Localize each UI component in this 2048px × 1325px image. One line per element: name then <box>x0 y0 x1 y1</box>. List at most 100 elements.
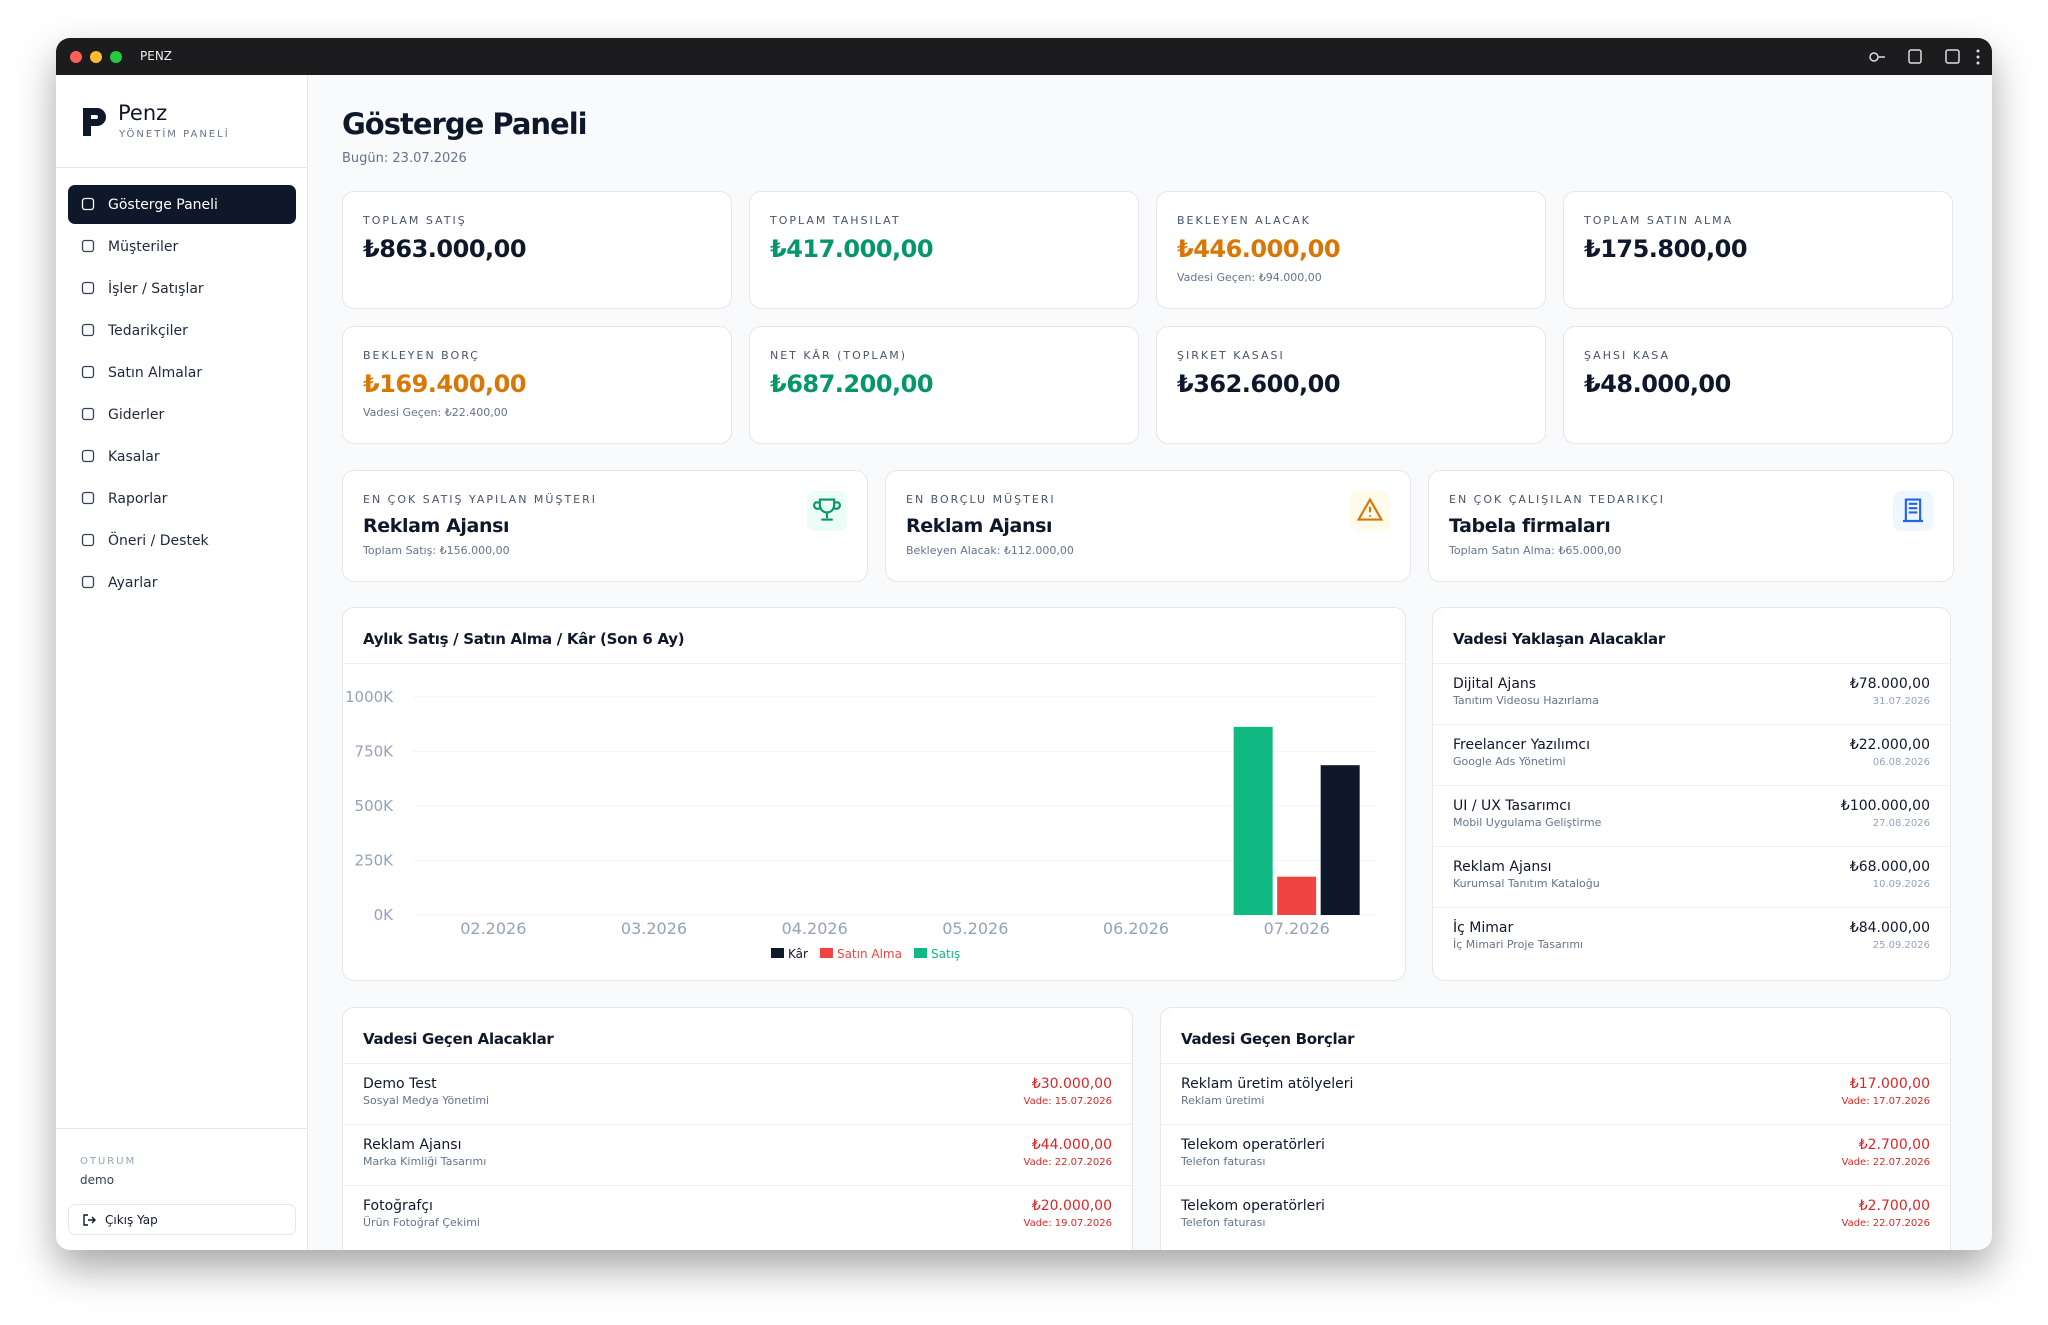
row-date: Vade: 17.07.2026 <box>1841 1096 1931 1107</box>
row-amount: ₺100.000,00 <box>1840 798 1930 814</box>
list-row[interactable]: İç Mimar İç Mimari Proje Tasarımı ₺84.000,… <box>1433 908 1950 969</box>
logout-button[interactable]: Çıkış Yap <box>68 1204 296 1235</box>
list-row[interactable]: Reklam Ajansı Marka Kimliği Tasarımı ₺44.0… <box>343 1125 1132 1186</box>
nav-label: Raporlar <box>108 490 168 507</box>
chart: 0K 250K 500K 750K 1000K 02.2026 03.2026 04.2026… <box>345 688 1377 961</box>
page-date: Bugün: 23.07.2026 <box>342 151 467 166</box>
nav-item[interactable]: Tedarikçiler <box>68 311 296 350</box>
highlight-card: EN ÇOK SATIŞ YAPILAN MÜŞTERI Reklam Ajans… <box>342 470 868 582</box>
nav-label: İşler / Satışlar <box>108 280 204 297</box>
chart-title: Aylık Satış / Satın Alma / Kâr (Son 6 Ay… <box>343 608 1405 664</box>
row-name: Reklam Ajansı <box>363 1137 462 1153</box>
nav-label: Giderler <box>108 406 165 423</box>
nav-item[interactable]: Ayarlar <box>68 563 296 602</box>
row-date: 06.08.2026 <box>1872 757 1930 768</box>
row-sub: Marka Kimliği Tasarımı <box>363 1155 487 1168</box>
stat-label: TOPLAM SATIŞ <box>363 214 467 227</box>
list-row[interactable]: Reklam üretim atölyeleri Reklam üretimi ₺1… <box>1161 1064 1950 1125</box>
highlight-label: EN BORÇLU MÜŞTERI <box>906 493 1056 506</box>
nav-label: Gösterge Paneli <box>108 196 218 213</box>
stat-card: TOPLAM SATIN ALMA ₺175.800,00 <box>1563 191 1953 309</box>
nav-item[interactable]: Giderler <box>68 395 296 434</box>
row-name: Demo Test <box>363 1076 437 1092</box>
toolbar-icons <box>1869 49 1980 65</box>
stat-label: ŞIRKET KASASI <box>1177 349 1285 362</box>
row-date: 25.09.2026 <box>1872 940 1930 951</box>
nav-item[interactable]: İşler / Satışlar <box>68 269 296 308</box>
row-name: Fotoğrafçı <box>363 1198 433 1214</box>
stat-label: NET KÂR (TOPLAM) <box>770 349 908 362</box>
stat-value: ₺446.000,00 <box>1177 235 1341 263</box>
highlight-note: Bekleyen Alacak: ₺112.000,00 <box>906 544 1074 557</box>
highlight-label: EN ÇOK ÇALIŞILAN TEDARIKÇI <box>1449 493 1666 506</box>
nav-label: Kasalar <box>108 448 160 465</box>
highlight-name: Reklam Ajansı <box>906 515 1053 537</box>
chart-panel: Aylık Satış / Satın Alma / Kâr (Son 6 Ay… <box>342 607 1406 981</box>
x-tick-label: 05.2026 <box>942 919 1008 938</box>
stat-card: ŞIRKET KASASI ₺362.600,00 <box>1156 326 1546 444</box>
row-amount: ₺44.000,00 <box>1031 1137 1112 1153</box>
upcoming-panel: Vadesi Yaklaşan Alacaklar Dijital Ajans Ta… <box>1432 607 1951 981</box>
list-row[interactable]: Demo Test Sosyal Medya Yönetimi ₺30.000,00… <box>343 1064 1132 1125</box>
row-name: Dijital Ajans <box>1453 676 1537 692</box>
highlight-note: Toplam Satış: ₺156.000,00 <box>363 544 510 557</box>
row-name: Freelancer Yazılımcı <box>1453 737 1591 753</box>
overdue-receivables-panel: Vadesi Geçen Alacaklar Demo Test Sosyal Me… <box>342 1007 1133 1250</box>
stat-card: BEKLEYEN ALACAK ₺446.000,00 Vadesi Geçen: … <box>1156 191 1546 309</box>
list-row[interactable]: Reklam Ajansı Kurumsal Tanıtım Kataloğu ₺6… <box>1433 847 1950 908</box>
row-amount: ₺22.000,00 <box>1849 737 1930 753</box>
nav-item[interactable]: Gösterge Paneli <box>68 185 296 224</box>
list-row[interactable]: Dijital Ajans Tanıtım Videosu Hazırlama ₺7… <box>1433 664 1950 725</box>
stat-note: Vadesi Geçen: ₺22.400,00 <box>363 406 508 419</box>
row-sub: Reklam üretimi <box>1181 1094 1265 1107</box>
minimize-button[interactable] <box>90 51 102 63</box>
list-row[interactable]: Freelancer Yazılımcı Google Ads Yönetimi ₺… <box>1433 725 1950 786</box>
list-row[interactable]: Telekom operatörleri Telefon faturası ₺2.7… <box>1161 1125 1950 1186</box>
logout-label: Çıkış Yap <box>105 1213 158 1227</box>
zoom-button[interactable] <box>110 51 122 63</box>
brand-subtitle: YÖNETİM PANELİ <box>119 129 230 140</box>
list-row[interactable]: Fotoğrafçı Ürün Fotoğraf Çekimi ₺20.000,00… <box>343 1186 1132 1247</box>
row-date: Vade: 22.07.2026 <box>1841 1218 1931 1229</box>
panel-title: Vadesi Geçen Alacaklar <box>343 1008 1132 1064</box>
window-title: PENZ <box>140 49 173 63</box>
x-tick-label: 02.2026 <box>460 919 526 938</box>
session-label: OTURUM <box>80 1156 137 1167</box>
legend-swatch <box>819 948 833 958</box>
y-tick-label: 0K <box>374 906 395 924</box>
nav-item[interactable]: Öneri / Destek <box>68 521 296 560</box>
nav-item[interactable]: Raporlar <box>68 479 296 518</box>
nav-label: Müşteriler <box>108 238 179 255</box>
y-tick-label: 500K <box>355 797 395 815</box>
brand: Penz <box>118 101 168 125</box>
x-tick-label: 04.2026 <box>782 919 848 938</box>
legend-swatch <box>771 948 784 958</box>
nav-item[interactable]: Satın Almalar <box>68 353 296 392</box>
overdue-payables-panel: Vadesi Geçen Borçlar Reklam üretim atölye… <box>1160 1007 1951 1250</box>
stat-value: ₺687.200,00 <box>770 370 934 398</box>
row-amount: ₺20.000,00 <box>1031 1198 1112 1214</box>
list-row[interactable]: UI / UX Tasarımcı Mobil Uygulama Geliştir… <box>1433 786 1950 847</box>
row-name: İç Mimar <box>1453 920 1514 936</box>
nav-item[interactable]: Müşteriler <box>68 227 296 266</box>
row-amount: ₺2.700,00 <box>1858 1198 1930 1214</box>
x-tick-label: 03.2026 <box>621 919 687 938</box>
nav-label: Ayarlar <box>108 574 158 591</box>
stat-value: ₺175.800,00 <box>1584 235 1748 263</box>
nav-item[interactable]: Kasalar <box>68 437 296 476</box>
row-date: Vade: 22.07.2026 <box>1841 1157 1931 1168</box>
logo <box>83 108 106 136</box>
row-sub: Sosyal Medya Yönetimi <box>363 1094 490 1107</box>
row-name: Reklam üretim atölyeleri <box>1181 1076 1354 1092</box>
row-name: Telekom operatörleri <box>1181 1137 1325 1153</box>
row-name: Reklam Ajansı <box>1453 859 1552 875</box>
row-date: Vade: 22.07.2026 <box>1023 1157 1113 1168</box>
stat-card: TOPLAM TAHSILAT ₺417.000,00 <box>749 191 1139 309</box>
stat-label: TOPLAM SATIN ALMA <box>1584 214 1734 227</box>
stat-label: BEKLEYEN BORÇ <box>363 349 480 362</box>
list-row[interactable]: Telekom operatörleri Telefon faturası ₺2.7… <box>1161 1186 1950 1247</box>
row-date: 27.08.2026 <box>1872 818 1930 829</box>
row-sub: İç Mimari Proje Tasarımı <box>1453 938 1584 951</box>
row-amount: ₺84.000,00 <box>1849 920 1930 936</box>
close-button[interactable] <box>70 51 82 63</box>
